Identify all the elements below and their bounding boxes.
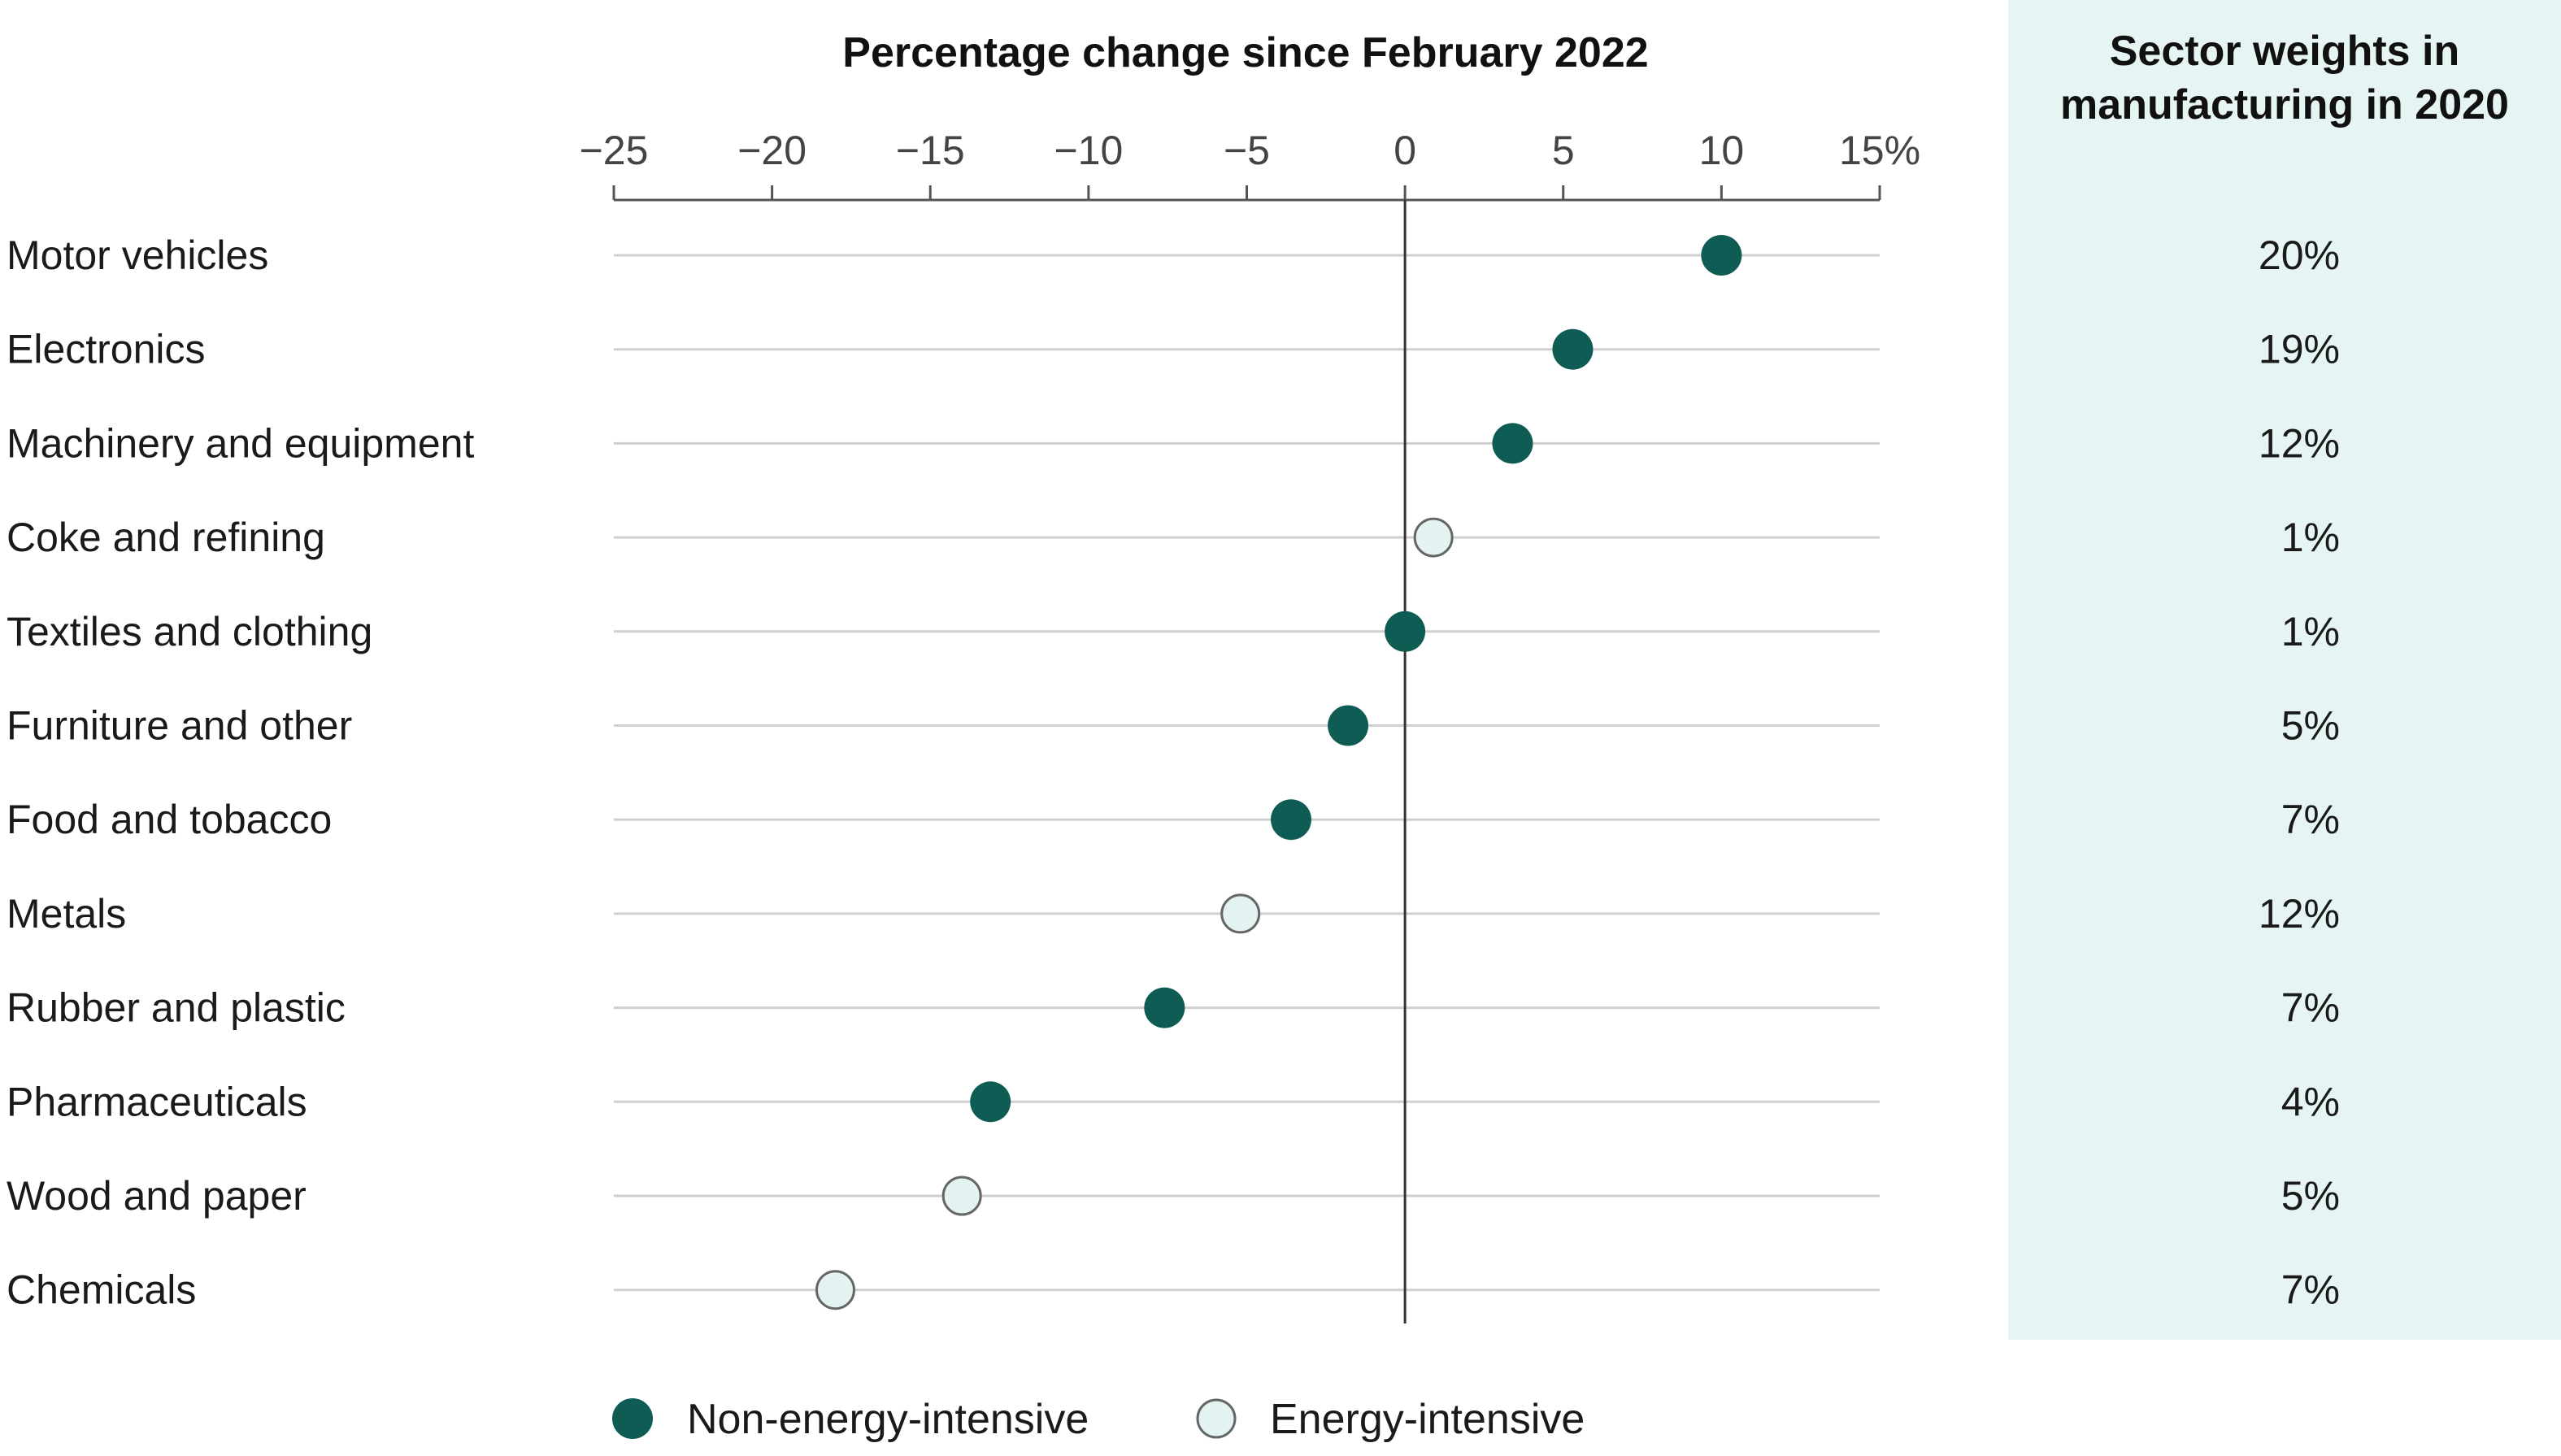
x-tick-label: 0 <box>1394 128 1416 173</box>
non-energy-intensive-point <box>1270 799 1311 841</box>
x-tick-label: −20 <box>737 128 807 173</box>
weight-value: 7% <box>2281 797 2340 842</box>
energy-intensive-point <box>941 1176 982 1216</box>
chart-title: Percentage change since February 2022 <box>842 29 1648 76</box>
non-energy-intensive-point <box>1328 705 1369 746</box>
non-energy-intensive-point <box>1492 423 1533 464</box>
weight-value: 4% <box>2281 1079 2340 1124</box>
category-label: Machinery and equipment <box>7 420 474 466</box>
legend-non-energy-intensive-marker <box>612 1398 653 1439</box>
legend-label: Energy-intensive <box>1270 1396 1585 1443</box>
weight-value: 12% <box>2259 891 2340 937</box>
gridlines <box>614 254 1880 1292</box>
weight-value: 19% <box>2259 327 2340 372</box>
weight-value: 1% <box>2281 609 2340 654</box>
category-label: Metals <box>7 891 126 937</box>
category-label: Furniture and other <box>7 703 352 749</box>
x-tick-label: 15% <box>1839 128 1920 173</box>
weights-title-line2: manufacturing in 2020 <box>2060 81 2509 128</box>
x-tick-label: −25 <box>580 128 649 173</box>
category-label: Chemicals <box>7 1267 196 1313</box>
weight-value: 20% <box>2259 233 2340 278</box>
x-axis: −25 −20 −15 −10 −5 0 5 10 15% <box>580 128 1920 1323</box>
category-label: Food and tobacco <box>7 797 332 842</box>
weight-value: 1% <box>2281 515 2340 560</box>
non-energy-intensive-point <box>1144 987 1185 1028</box>
non-energy-intensive-point <box>1385 611 1426 652</box>
weight-value: 5% <box>2281 1173 2340 1219</box>
weight-value: 5% <box>2281 703 2340 749</box>
legend-label: Non-energy-intensive <box>687 1396 1089 1443</box>
weights-panel <box>2008 0 2561 1340</box>
legend: Non-energy-intensive Energy-intensive <box>612 1396 1585 1443</box>
weight-value: 12% <box>2259 420 2340 466</box>
data-points <box>815 235 1742 1310</box>
energy-intensive-point <box>1413 517 1454 558</box>
category-labels: Motor vehicles Electronics Machinery and e… <box>7 233 474 1313</box>
x-tick-label: −15 <box>896 128 965 173</box>
category-label: Pharmaceuticals <box>7 1079 307 1124</box>
x-tick-label: −10 <box>1054 128 1123 173</box>
non-energy-intensive-point <box>1552 328 1594 370</box>
category-label: Motor vehicles <box>7 233 268 278</box>
energy-intensive-point <box>1220 893 1261 934</box>
weights-column: 20% 19% 12% 1% 1% 5% 7% 12% 7% 4% 5% 7% <box>2259 233 2340 1313</box>
legend-energy-intensive-marker <box>1196 1398 1237 1439</box>
weight-value: 7% <box>2281 1267 2340 1313</box>
x-tick-label: 5 <box>1552 128 1575 173</box>
category-label: Textiles and clothing <box>7 609 372 654</box>
category-label: Rubber and plastic <box>7 985 346 1031</box>
category-label: Electronics <box>7 327 206 372</box>
non-energy-intensive-point <box>1701 235 1742 276</box>
weight-value: 7% <box>2281 985 2340 1031</box>
category-label: Coke and refining <box>7 515 325 560</box>
category-label: Wood and paper <box>7 1173 307 1219</box>
x-tick-label: 10 <box>1699 128 1745 173</box>
x-tick-label: −5 <box>1224 128 1270 173</box>
weights-title-line1: Sector weights in <box>2110 28 2460 75</box>
non-energy-intensive-point <box>970 1081 1011 1123</box>
energy-intensive-point <box>815 1270 855 1310</box>
